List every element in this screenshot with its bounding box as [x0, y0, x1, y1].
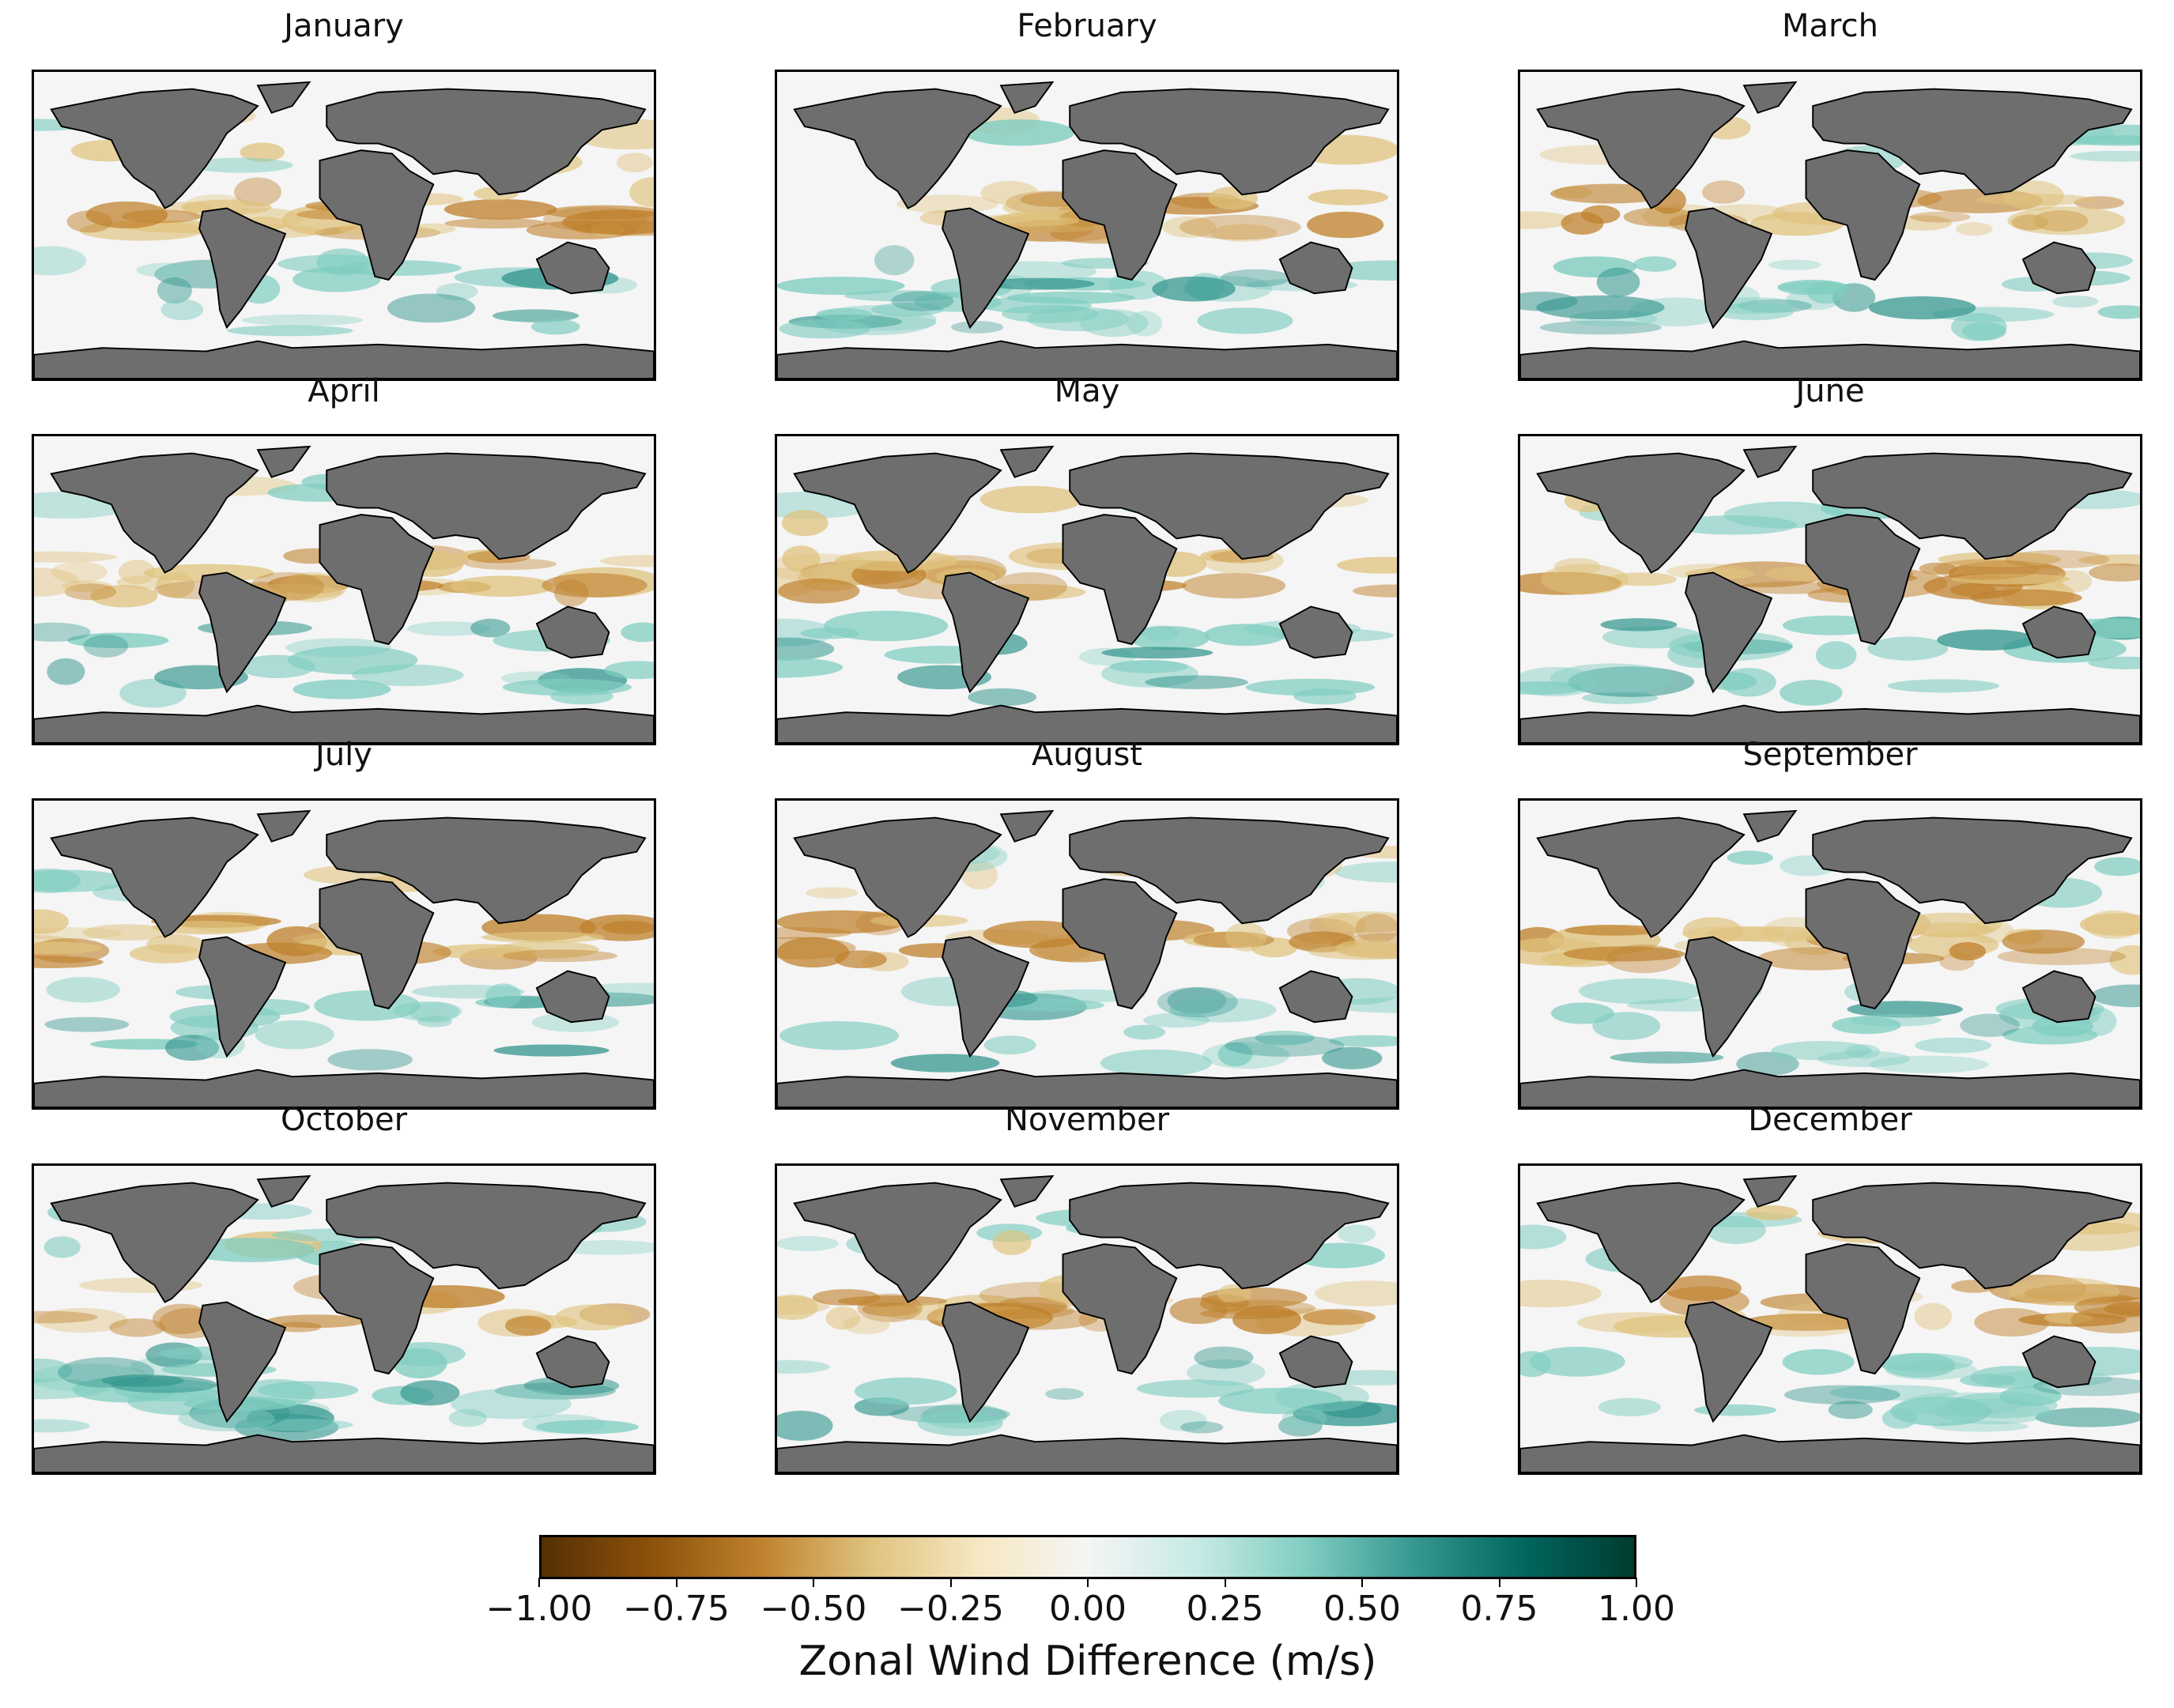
map-panel	[32, 434, 656, 745]
map-panel	[1518, 434, 2142, 745]
map-panel	[775, 798, 1399, 1110]
colorbar-tick-mark	[1087, 1578, 1089, 1587]
panel-title: January	[284, 8, 404, 44]
panel-title: November	[1004, 1102, 1170, 1138]
panel-title: February	[1017, 8, 1157, 44]
panel-title: October	[280, 1102, 408, 1138]
land-mask	[777, 81, 1397, 379]
land-mask	[34, 445, 654, 743]
colorbar-tick-mark	[1224, 1578, 1226, 1587]
panel-title: August	[1032, 737, 1142, 773]
panel-title: December	[1748, 1102, 1912, 1138]
panel-title: April	[308, 373, 380, 409]
colorbar-tick-label: −1.00	[485, 1589, 593, 1629]
panel-title: July	[315, 737, 372, 773]
colorbar-tick-label: 0.75	[1460, 1589, 1538, 1629]
colorbar-tick-label: 0.00	[1049, 1589, 1127, 1629]
land-mask	[1520, 1174, 2140, 1472]
colorbar-tick-mark	[1498, 1578, 1500, 1587]
colorbar-tick-mark	[813, 1578, 814, 1587]
land-mask	[1520, 809, 2140, 1107]
map-panel	[1518, 1163, 2142, 1475]
map-panel	[775, 1163, 1399, 1475]
colorbar-tick-label: 1.00	[1598, 1589, 1675, 1629]
map-panel	[32, 798, 656, 1110]
panel-title: May	[1054, 373, 1120, 409]
land-mask	[777, 1174, 1397, 1472]
colorbar-tick-mark	[1361, 1578, 1363, 1587]
panel-title: March	[1782, 8, 1878, 44]
land-mask	[777, 445, 1397, 743]
colorbar-tick-label: 0.25	[1186, 1589, 1264, 1629]
land-mask	[1520, 81, 2140, 379]
map-panel	[775, 70, 1399, 381]
land-mask	[34, 809, 654, 1107]
panel-title: June	[1795, 373, 1865, 409]
map-panel	[32, 70, 656, 381]
map-panel	[1518, 798, 2142, 1110]
colorbar-tick-mark	[949, 1578, 952, 1587]
colorbar-tick-label: −0.75	[623, 1589, 730, 1629]
colorbar-tick-mark	[675, 1578, 677, 1587]
colorbar-label: Zonal Wind Difference (m/s)	[798, 1638, 1377, 1685]
map-panel	[1518, 70, 2142, 381]
colorbar-tick-label: 0.50	[1323, 1589, 1401, 1629]
land-mask	[34, 81, 654, 379]
map-panel	[775, 434, 1399, 745]
land-mask	[1520, 445, 2140, 743]
colorbar	[539, 1535, 1636, 1579]
panel-title: September	[1742, 737, 1918, 773]
land-mask	[777, 809, 1397, 1107]
colorbar-tick-label: −0.25	[897, 1589, 1004, 1629]
colorbar-tick-mark	[538, 1578, 540, 1587]
colorbar-tick-mark	[1636, 1578, 1637, 1587]
map-panel	[32, 1163, 656, 1475]
land-mask	[34, 1174, 654, 1472]
colorbar-tick-label: −0.50	[760, 1589, 867, 1629]
